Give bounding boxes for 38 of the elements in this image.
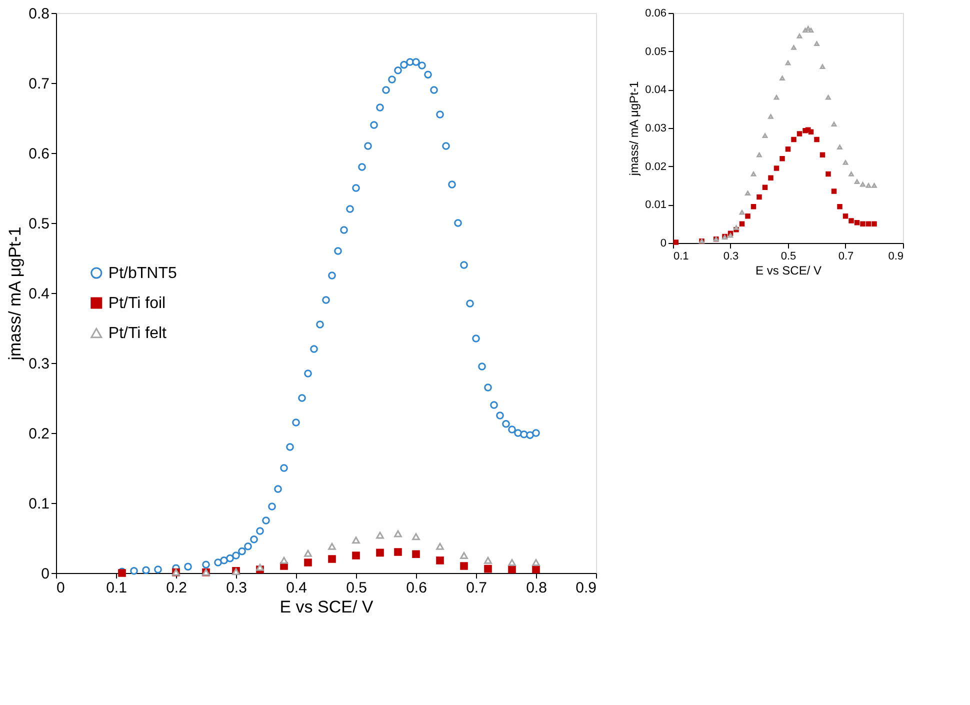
y-tick-label: 0.06 — [645, 8, 666, 20]
x-tick-label: 0.9 — [888, 250, 904, 262]
x-tick-label: 0.3 — [226, 580, 247, 596]
y-tick-label: 0.02 — [645, 160, 666, 173]
y-tick-label: 0 — [41, 566, 50, 582]
legend-label: Pt/Ti felt — [108, 325, 168, 342]
y-tick-label: 0.5 — [28, 216, 50, 232]
x-tick-label: 0.1 — [106, 580, 127, 596]
x-tick-label: 0.2 — [166, 580, 187, 596]
y-tick-label: 0.4 — [28, 286, 50, 302]
x-tick-label: 0.4 — [286, 580, 307, 596]
x-axis-title: E vs SCE/ V — [755, 264, 822, 278]
x-tick-label: 0.8 — [526, 580, 547, 596]
y-tick-label: 0.05 — [645, 46, 666, 58]
x-tick-label: 0 — [56, 580, 65, 596]
x-tick-label: 0.9 — [576, 580, 596, 596]
y-tick-label: 0 — [660, 238, 666, 250]
legend-label: Pt/Ti foil — [108, 295, 166, 312]
legend-label: Pt/bTNT5 — [108, 265, 177, 282]
x-tick-label: 0.5 — [346, 580, 367, 596]
y-tick-label: 0.3 — [28, 356, 50, 372]
x-tick-label: 0.6 — [406, 580, 427, 596]
y-tick-label: 0.7 — [28, 76, 50, 92]
x-tick-label: 0.5 — [780, 250, 796, 262]
y-tick-label: 0.1 — [28, 496, 50, 512]
y-axis-title: jmass/ mA μgPt-1 — [6, 226, 25, 362]
x-tick-label: 0.7 — [838, 250, 854, 262]
y-tick-label: 0.2 — [28, 426, 50, 442]
y-tick-label: 0.03 — [645, 122, 666, 134]
y-tick-label: 0.04 — [645, 84, 666, 96]
y-axis-title: jmass/ mA μgPt-1 — [627, 81, 642, 177]
x-axis-title: E vs SCE/ V — [280, 598, 374, 616]
x-tick-label: 0.3 — [723, 250, 739, 262]
y-tick-label: 0.6 — [28, 146, 50, 162]
y-tick-label: 0.8 — [28, 6, 50, 22]
y-tick-label: 0.01 — [645, 199, 666, 212]
x-tick-label: 0.1 — [674, 250, 689, 262]
x-tick-label: 0.7 — [466, 580, 487, 596]
